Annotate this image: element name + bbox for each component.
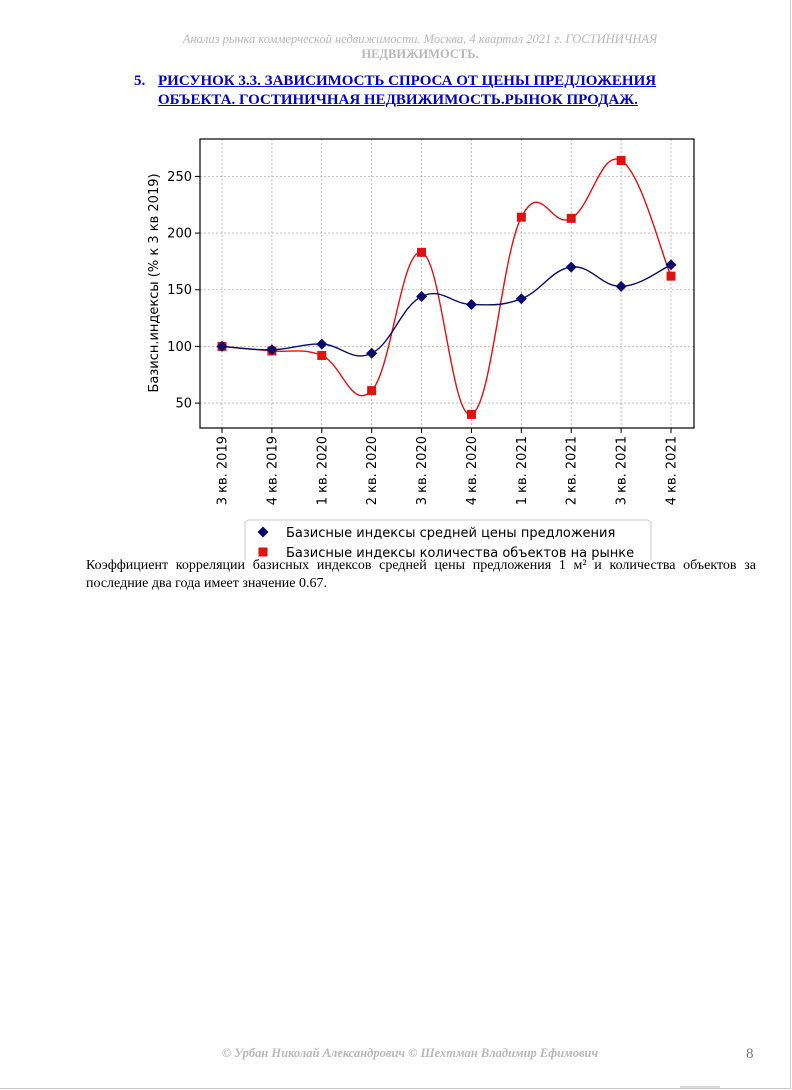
point-price-index <box>266 344 278 356</box>
point-price-index <box>615 280 627 292</box>
point-count-index <box>516 212 526 222</box>
heading-line-2: ОБЪЕКТА. ГОСТИНИЧНАЯ НЕДВИЖИМОСТЬ.РЫНОК … <box>158 92 638 108</box>
y-tick-label: 100 <box>167 340 192 355</box>
x-tick-label: 2 кв. 2020 <box>365 436 380 505</box>
page-header: Анализ рынка коммерческой недвижимости. … <box>140 32 700 62</box>
point-price-index <box>465 298 477 310</box>
x-tick-label: 3 кв. 2021 <box>615 436 630 505</box>
x-tick-label: 1 кв. 2021 <box>515 436 530 505</box>
page-corner-mark <box>680 1086 720 1088</box>
x-tick-label: 4 кв. 2019 <box>265 436 280 505</box>
header-line-1: Анализ рынка коммерческой недвижимости. … <box>182 32 658 46</box>
point-price-index <box>316 338 328 350</box>
chart-grid <box>200 139 694 428</box>
y-axis-label: Базисн.индексы (% к 3 кв 2019) <box>147 173 162 392</box>
point-count-index <box>466 409 476 419</box>
x-tick-label: 4 кв. 2021 <box>665 436 680 505</box>
footer-authors: © Урбан Николай Александрович © Шехтман … <box>221 1046 599 1060</box>
y-tick-label: 200 <box>167 227 192 242</box>
point-price-index <box>665 259 677 271</box>
y-tick-label: 150 <box>167 283 192 298</box>
page-number: 8 <box>746 1046 754 1062</box>
point-count-index <box>317 350 327 360</box>
legend-label-price-index: Базисные индексы средней цены предложени… <box>286 526 615 541</box>
point-price-index <box>416 291 428 303</box>
y-tick-label: 250 <box>167 170 192 185</box>
legend-box <box>244 519 652 560</box>
point-count-index <box>367 386 377 396</box>
x-tick-label: 1 кв. 2020 <box>315 436 330 505</box>
chart: 50 100 150 200 250 3 кв. 2019 4 кв. 2019 1 кв.… <box>147 138 695 560</box>
x-tick-label: 4 кв. 2020 <box>465 436 480 505</box>
point-count-index <box>616 156 626 166</box>
chart-series-lines <box>221 158 672 416</box>
point-count-index <box>566 213 576 223</box>
point-price-index <box>366 347 378 359</box>
plot-frame <box>199 138 695 429</box>
point-price-index <box>565 261 577 273</box>
point-count-index <box>666 271 676 281</box>
y-tick-label: 50 <box>175 397 192 412</box>
legend-label-count-index: Базисные индексы количества объектов на … <box>286 546 634 560</box>
y-axis: 50 100 150 200 250 <box>167 170 200 412</box>
x-tick-label: 3 кв. 2020 <box>415 436 430 505</box>
x-axis: 3 кв. 2019 4 кв. 2019 1 кв. 2020 2 кв. 2020… <box>216 428 680 505</box>
heading-text: РИСУНОК 3.3. ЗАВИСИМОСТЬ СПРОСА ОТ ЦЕНЫ … <box>158 72 656 110</box>
series-line-price-index <box>221 264 672 357</box>
point-count-index <box>417 247 427 257</box>
legend: Базисные индексы средней цены предложени… <box>244 519 652 560</box>
point-price-index <box>216 340 228 352</box>
heading-number: 5. <box>134 73 146 89</box>
x-tick-label: 2 кв. 2021 <box>565 436 580 505</box>
chart-markers <box>216 156 677 419</box>
header-line-2: НЕДВИЖИМОСТЬ. <box>361 47 479 61</box>
point-price-index <box>515 293 527 305</box>
legend-marker-price-index <box>257 526 269 538</box>
legend-marker-count-index <box>258 547 268 557</box>
series-line-count-index <box>221 158 672 416</box>
correlation-paragraph: Коэффициент корреляции базисных индексов… <box>86 558 756 591</box>
heading-line-1: РИСУНОК 3.3. ЗАВИСИМОСТЬ СПРОСА ОТ ЦЕНЫ … <box>158 73 657 89</box>
x-tick-label: 3 кв. 2019 <box>216 436 231 505</box>
